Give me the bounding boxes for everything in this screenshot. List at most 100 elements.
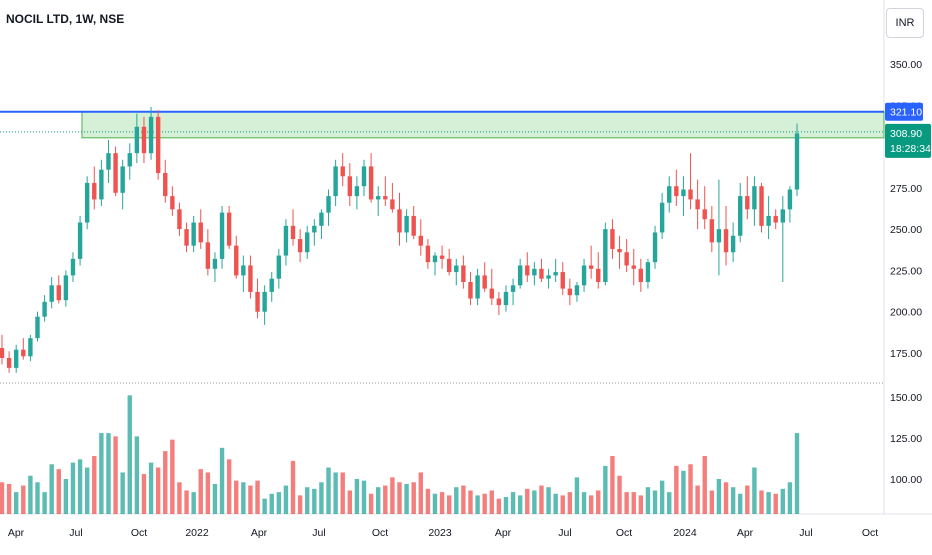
volume-bar [695,485,700,514]
candle-body [723,229,729,253]
volume-bar [383,485,388,514]
volume-bar [212,483,218,514]
volume-bar [305,487,310,514]
currency-button[interactable]: INR [886,8,924,38]
candle-body [574,285,580,296]
volume-bar [354,479,360,514]
candle-body [610,229,615,249]
volume-tick-label: 100.00 [890,474,922,486]
candle-body [411,215,416,236]
volume-bar [482,493,487,514]
volume-bar [177,482,182,514]
volume-tick-label: 125.00 [890,433,922,445]
volume-bar [603,465,608,514]
candle-body [13,349,19,368]
volume-bar [134,436,140,514]
time-tick-label: Jul [69,527,82,539]
volume-bar [730,487,736,514]
candle-body [730,235,736,253]
candle-body [517,265,523,286]
volume-bar [688,464,693,514]
time-tick-label: Apr [8,527,25,539]
volume-bar [596,490,601,514]
volume-bar [234,480,239,514]
candle-body [70,258,76,276]
candle-body [510,285,516,292]
candle-body [425,245,431,263]
volume-bar [702,456,707,514]
candle-body [688,189,693,200]
volume-bar [553,493,558,514]
candle-body [127,153,132,167]
last-price-label: 308.90 [890,128,922,140]
candle-body [35,316,40,339]
volume-bar [439,492,445,514]
candle-body [198,222,203,243]
candle-body [702,209,707,220]
volume-bar [425,488,431,514]
volume-bar [567,492,573,514]
volume-bar [148,462,154,514]
candle-body [404,215,409,233]
volume-bar [610,456,615,514]
volume-bar [35,482,40,514]
candle-body [489,288,494,299]
volume-bar [468,490,473,514]
volume-bar [773,493,778,514]
volume-bar [404,483,409,514]
volume-bar [418,472,423,514]
candle-body [191,222,196,246]
volume-bar [290,460,296,514]
volume-bar [28,475,33,514]
candle-body [99,169,104,200]
volume-bar [297,495,303,514]
volume-bar [631,492,636,514]
volume-bar [163,451,168,514]
time-tick-label: Jul [558,527,571,539]
candle-body [766,215,771,226]
volume-bar [21,485,26,514]
candle-body [319,212,324,226]
volume-bar [390,477,395,514]
candle-body [503,291,509,306]
candle-body [276,255,282,279]
candle-body [219,212,225,259]
volume-bar [226,459,232,514]
candle-body [347,176,353,197]
volume-bar [574,477,580,514]
candle-body [326,196,331,213]
candle-body [283,225,289,256]
volume-bar [269,493,274,514]
volume-bar [546,487,551,514]
volume-bar [787,482,793,514]
volume-bar [184,490,189,514]
volume-bar [667,492,672,514]
volume-bar [581,492,587,514]
volume-bar [624,492,629,514]
candle-body [695,199,700,210]
candle-body [333,166,338,197]
volume-bar [340,472,345,514]
volume-bar [312,488,317,514]
volume-bar [496,498,502,514]
candle-body [376,196,381,200]
candle-body [163,172,168,197]
time-tick-label: Oct [131,527,147,539]
volume-bar [780,488,786,514]
volume-bar [745,485,750,514]
volume-bar [70,462,76,514]
volume-bar [141,474,147,514]
volume-bar [503,497,509,514]
volume-bar [659,480,665,514]
volume-bar [510,492,516,514]
volume-bar [205,472,211,514]
time-tick-label: 2024 [673,527,697,539]
volume-bar [77,459,83,514]
volume-bar [42,492,47,514]
candle-body [560,272,565,289]
price-tick-label: 175.00 [890,348,922,360]
candle-body [581,265,587,286]
candle-body [468,281,473,299]
